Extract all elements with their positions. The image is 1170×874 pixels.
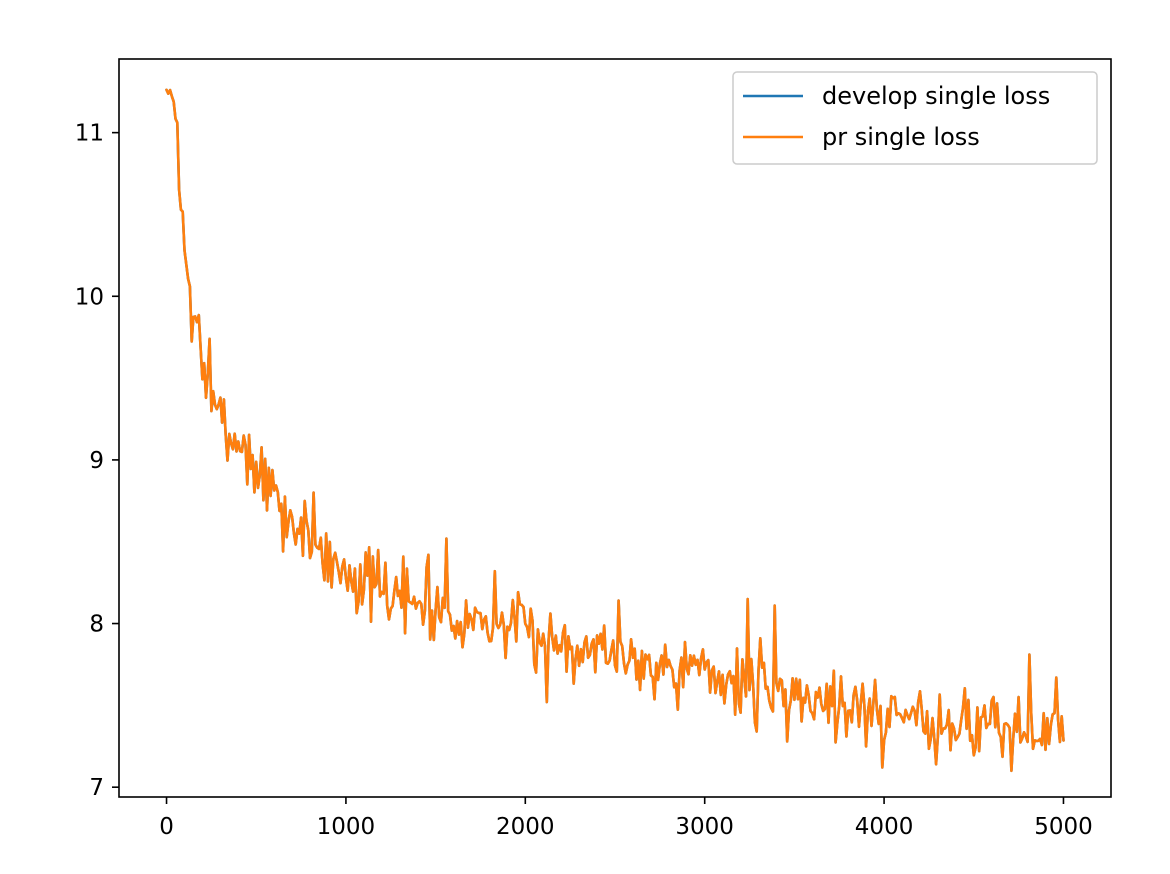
series-line-pr-single-loss: [165, 88, 1065, 773]
x-tick-label: 1000: [317, 814, 376, 840]
y-tick-label: 8: [89, 612, 104, 638]
y-tick-label: 11: [75, 121, 104, 147]
x-tick-label: 5000: [1034, 814, 1093, 840]
legend-label: pr single loss: [822, 123, 980, 151]
axes-frame: [118, 58, 1112, 798]
x-tick-label: 4000: [855, 814, 914, 840]
x-tick-label: 0: [159, 814, 174, 840]
legend: develop single loss pr single loss: [732, 71, 1098, 165]
y-tick-label: 7: [89, 775, 104, 801]
y-tick-label: 9: [89, 448, 104, 474]
y-tick-label: 10: [75, 284, 104, 310]
legend-box: [732, 71, 1098, 165]
x-tick-label: 2000: [496, 814, 555, 840]
x-tick-label: 3000: [675, 814, 734, 840]
legend-label: develop single loss: [822, 82, 1050, 110]
